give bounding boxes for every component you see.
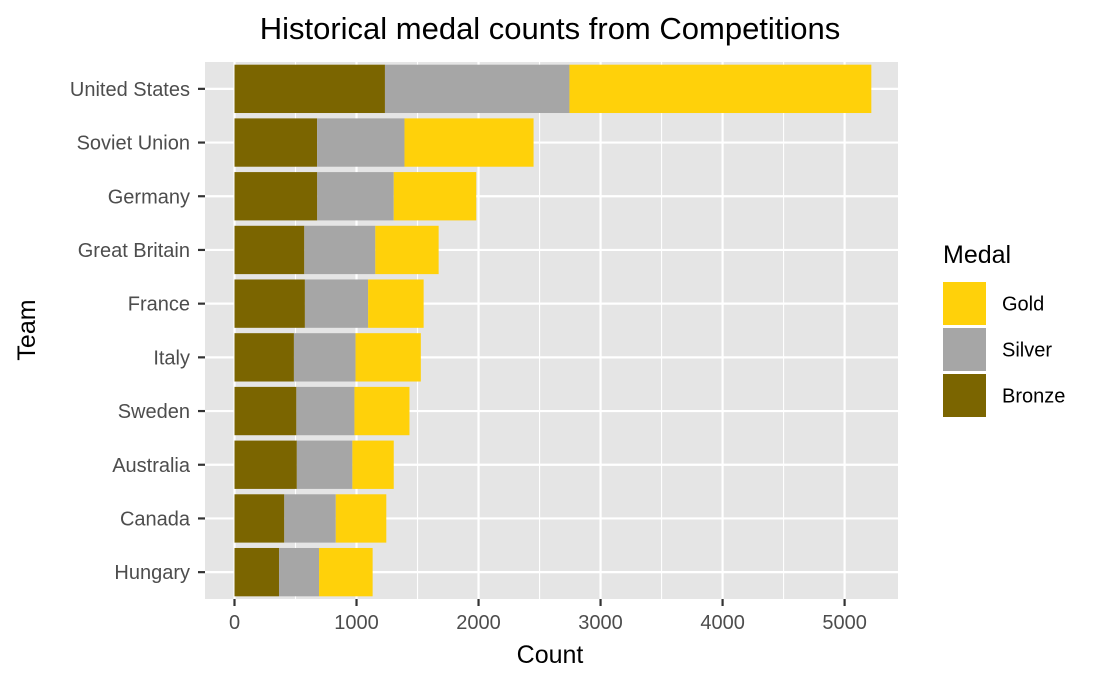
bar-bronze (234, 333, 294, 382)
x-axis-title: Count (517, 641, 584, 669)
y-tick-label: Great Britain (78, 240, 190, 262)
y-axis: United States Soviet Union Germany Great Br… (70, 79, 205, 584)
bar-gold (393, 172, 477, 221)
bar-bronze (234, 440, 297, 489)
bar-bronze (234, 225, 305, 275)
bar-silver (304, 225, 376, 275)
bar-bronze (234, 172, 318, 221)
bar-bronze (234, 279, 305, 328)
y-tick-label: Italy (153, 347, 190, 369)
bar-silver (384, 64, 570, 114)
bar-silver (279, 547, 320, 597)
bar-silver (284, 494, 336, 543)
bar-bronze (234, 64, 385, 114)
bar-gold (375, 225, 439, 275)
bar-gold (404, 118, 534, 167)
y-tick-label: Soviet Union (77, 133, 190, 155)
x-tick-label: 4000 (700, 612, 745, 634)
y-tick-label: Germany (108, 186, 190, 208)
legend-label: Gold (1002, 294, 1044, 316)
legend-label: Silver (1002, 340, 1052, 362)
bar-gold (352, 440, 394, 489)
chart-title: Historical medal counts from Competition… (260, 11, 841, 46)
bar-gold (319, 547, 373, 597)
x-tick-label: 2000 (456, 612, 501, 634)
bar-silver (317, 118, 405, 167)
x-axis: 0 1000 2000 3000 4000 5000 (229, 599, 867, 634)
legend-key-bronze (943, 374, 986, 417)
x-tick-label: 1000 (334, 612, 379, 634)
bar-gold (355, 333, 421, 382)
y-tick-label: Canada (120, 508, 191, 530)
legend-key-gold (943, 282, 986, 325)
bar-bronze (234, 386, 297, 436)
bar-bronze (234, 118, 318, 167)
bars (234, 64, 872, 597)
legend: Medal Gold Silver Bronze (943, 241, 1065, 417)
bar-silver (317, 172, 394, 221)
bar-bronze (234, 494, 285, 543)
x-tick-label: 3000 (578, 612, 623, 634)
legend-title: Medal (943, 241, 1011, 269)
legend-label: Bronze (1002, 386, 1065, 408)
bar-bronze (234, 547, 280, 597)
y-tick-label: Australia (112, 455, 191, 477)
bar-silver (293, 333, 356, 382)
bar-gold (368, 279, 424, 328)
y-tick-label: United States (70, 79, 190, 101)
y-tick-label: France (128, 294, 190, 316)
bar-silver (304, 279, 369, 328)
x-tick-label: 0 (229, 612, 240, 634)
y-tick-label: Hungary (114, 562, 190, 584)
x-tick-label: 5000 (822, 612, 867, 634)
y-tick-label: Sweden (118, 401, 190, 423)
bar-silver (296, 386, 355, 436)
bar-silver (296, 440, 353, 489)
bar-gold (354, 386, 410, 436)
y-axis-title: Team (13, 299, 41, 360)
bar-gold (569, 64, 872, 114)
legend-key-silver (943, 328, 986, 371)
bar-gold (335, 494, 387, 543)
